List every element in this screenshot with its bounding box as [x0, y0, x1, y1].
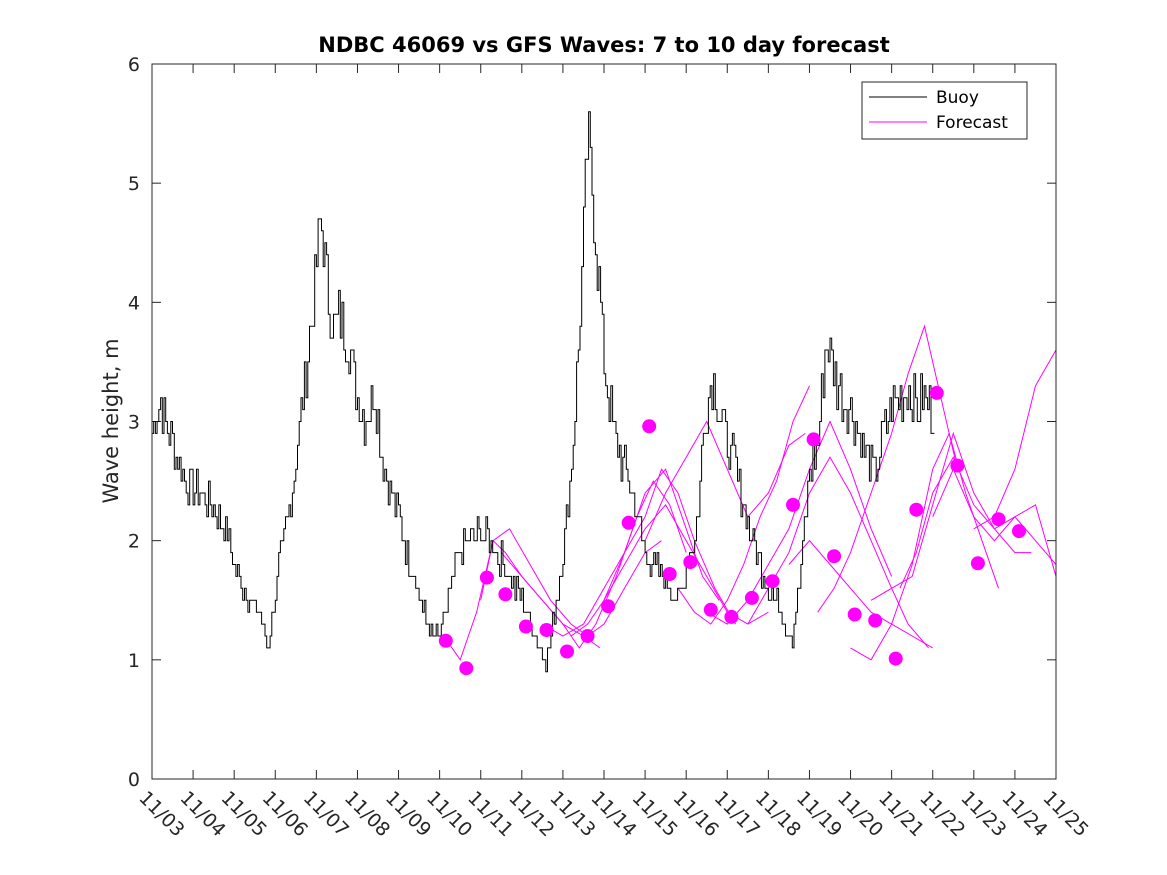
y-axis-label: Wave height, m — [99, 338, 123, 503]
forecast-point — [479, 570, 494, 585]
legend: Buoy Forecast — [861, 81, 1028, 140]
forecast-point — [498, 587, 513, 602]
forecast-line-11 — [788, 539, 933, 649]
forecast-point — [950, 458, 965, 473]
y-tick-label: 3 — [128, 412, 140, 434]
forecast-point — [438, 633, 453, 648]
forecast-point — [847, 607, 862, 622]
forecast-line-14 — [870, 431, 1032, 601]
forecast-point — [929, 385, 944, 400]
y-tick-label: 1 — [128, 650, 140, 672]
plot-area — [152, 64, 1056, 779]
legend-buoy-label: Buoy — [936, 88, 979, 108]
legend-forecast-label: Forecast — [936, 113, 1008, 133]
y-tick-label: 6 — [128, 54, 140, 76]
forecast-line-12 — [817, 324, 958, 613]
forecast-point — [970, 556, 985, 571]
forecast-line-6 — [603, 504, 769, 625]
forecast-line-10 — [747, 456, 929, 649]
forecast-point — [888, 651, 903, 666]
forecast-point — [560, 644, 574, 659]
forecast-line-8 — [677, 385, 810, 625]
y-tick-label: 0 — [128, 769, 140, 791]
forecast-point — [806, 432, 821, 447]
forecast-line-9 — [706, 420, 893, 625]
forecast-series-group — [443, 324, 1057, 661]
forecast-point — [744, 590, 759, 605]
buoy-line — [152, 111, 935, 673]
forecast-point — [539, 623, 554, 637]
forecast-point — [703, 602, 718, 617]
buoy-series-group — [152, 111, 935, 673]
y-tick-labels: 0 1 2 3 4 5 6 — [128, 54, 140, 791]
forecast-point — [621, 515, 636, 530]
forecast-point — [518, 619, 533, 634]
forecast-point — [580, 629, 595, 643]
y-tick-label: 4 — [128, 292, 140, 314]
forecast-line-17 — [973, 349, 1057, 530]
forecast-line-5 — [570, 468, 736, 637]
y-tick-label: 2 — [128, 531, 140, 553]
y-tick-label: 5 — [128, 173, 140, 195]
forecast-point — [724, 609, 739, 624]
forecast-point — [868, 613, 883, 628]
legend-box — [861, 81, 1028, 140]
forecast-line-15 — [899, 456, 1057, 589]
forecast-point — [642, 419, 657, 434]
forecast-point — [765, 574, 780, 589]
forecast-point — [662, 567, 677, 581]
forecast-points-group — [438, 385, 1026, 676]
forecast-line-13 — [850, 431, 999, 661]
forecast-point — [827, 549, 842, 564]
forecast-point — [1012, 524, 1026, 539]
forecast-line-2 — [480, 528, 662, 637]
forecast-point — [683, 555, 698, 570]
forecast-line-3 — [500, 480, 687, 649]
forecast-point — [991, 512, 1006, 527]
forecast-point — [601, 599, 616, 614]
forecast-point — [459, 661, 474, 676]
axes-ticks — [151, 63, 1057, 780]
plot-frame — [151, 63, 1057, 780]
forecast-point — [909, 502, 924, 517]
chart-title: NDBC 46069 vs GFS Waves: 7 to 10 day for… — [318, 33, 889, 57]
forecast-point — [786, 497, 800, 512]
